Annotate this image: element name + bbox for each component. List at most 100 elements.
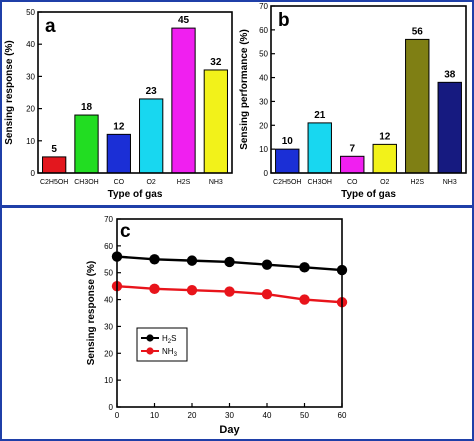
- bar: [437, 81, 462, 174]
- x-tick-label: CO: [114, 179, 125, 186]
- x-tick-label: 10: [150, 411, 159, 420]
- separator-top: [1, 205, 473, 208]
- y-tick-label: 10: [259, 145, 268, 154]
- panel-b: 10 C2H5OH 21 CH3OH 7 CO 12 O2 56 H2S 38 NH3 0 10 20 30 4…: [239, 2, 467, 200]
- panel-label: a: [45, 16, 56, 37]
- y-tick-label: 30: [26, 72, 35, 81]
- x-tick-label: 60: [338, 411, 347, 420]
- bar: [307, 122, 332, 174]
- data-label: 10: [282, 136, 294, 147]
- y-tick-label: 70: [259, 2, 268, 11]
- y-axis-title: Sensing response (%): [4, 40, 15, 144]
- data-label: 45: [178, 15, 190, 26]
- panel-c: 0 10 20 30 40 50 60 70 0 10 20 30 40 50 60 Day Sensing r…: [86, 215, 348, 436]
- data-point: [261, 289, 273, 300]
- y-tick-label: 10: [104, 376, 113, 385]
- x-tick-label: C2H5OH: [40, 179, 68, 186]
- x-tick-label: 20: [188, 411, 197, 420]
- legend-label-main: H: [162, 334, 168, 343]
- x-axis-title: Day: [219, 424, 240, 436]
- data-point: [149, 283, 160, 295]
- legend-label-tail: S: [171, 334, 176, 343]
- data-label: 23: [146, 86, 158, 97]
- bar: [203, 69, 228, 174]
- y-tick-label: 30: [259, 97, 268, 106]
- bar: [372, 143, 397, 174]
- x-tick-label: CO: [347, 179, 358, 186]
- data-point: [186, 255, 198, 266]
- data-label: 21: [314, 110, 326, 121]
- data-point: [149, 254, 160, 265]
- bar: [74, 114, 99, 174]
- x-tick-label: O2: [380, 179, 389, 186]
- bar: [171, 27, 196, 174]
- x-tick-label: C2H5OH: [273, 179, 301, 186]
- y-tick-label: 20: [259, 121, 268, 130]
- x-tick-label: H2S: [177, 179, 191, 186]
- data-point: [224, 256, 235, 268]
- y-tick-label: 20: [104, 349, 113, 358]
- y-tick-label: 10: [26, 137, 35, 146]
- y-tick-label: 20: [26, 105, 35, 114]
- legend-label-subscript: 2: [168, 339, 172, 345]
- data-label: 12: [113, 121, 125, 132]
- bar: [340, 155, 365, 174]
- y-tick-label: 60: [259, 26, 268, 35]
- y-tick-label: 0: [264, 169, 269, 178]
- data-label: 56: [412, 26, 424, 37]
- y-tick-label: 0: [109, 403, 114, 412]
- plot-frame: [37, 11, 233, 174]
- x-axis-title: Type of gas: [341, 189, 396, 200]
- y-tick-label: 30: [104, 322, 113, 331]
- bar: [106, 133, 131, 174]
- x-tick-label: CH3OH: [74, 179, 99, 186]
- data-label: 5: [51, 144, 57, 155]
- x-tick-label: H2S: [410, 179, 424, 186]
- legend-box: [136, 327, 188, 362]
- y-tick-label: 40: [259, 74, 268, 83]
- x-tick-label: NH3: [209, 179, 223, 186]
- panel-label: b: [278, 10, 290, 31]
- y-tick-label: 70: [104, 215, 113, 224]
- data-label: 18: [81, 102, 93, 113]
- x-tick-label: 30: [225, 411, 234, 420]
- data-point: [224, 286, 235, 297]
- data-label: 7: [349, 143, 355, 154]
- x-tick-label: 50: [300, 411, 309, 420]
- legend-label-main: NH: [162, 347, 174, 356]
- y-tick-label: 0: [31, 169, 36, 178]
- data-label: 12: [379, 131, 391, 142]
- x-axis-title: Type of gas: [108, 189, 163, 200]
- panel-label: c: [120, 221, 131, 242]
- y-tick-label: 50: [26, 8, 35, 17]
- x-tick-label: CH3OH: [307, 179, 332, 186]
- x-tick-label: 0: [115, 411, 120, 420]
- x-tick-label: O2: [146, 179, 155, 186]
- panel-a: 5 C2H5OH 18 CH3OH 12 CO 23 O2 45 H2S 32 NH3 0 10 20 30 4…: [4, 8, 233, 200]
- data-point: [261, 259, 273, 270]
- y-axis-title: Sensing performance (%): [239, 29, 250, 150]
- y-axis-title: Sensing response (%): [86, 261, 97, 365]
- data-label: 38: [444, 69, 456, 80]
- data-label: 32: [210, 57, 222, 68]
- bar: [275, 148, 300, 174]
- bar: [405, 38, 430, 174]
- data-point: [299, 262, 310, 273]
- bar: [139, 98, 164, 174]
- x-tick-label: 40: [263, 411, 272, 420]
- y-tick-label: 50: [104, 269, 113, 278]
- legend-swatch-marker: [146, 334, 154, 342]
- legend-label: NH3: [162, 347, 178, 358]
- y-tick-label: 60: [104, 242, 113, 251]
- legend-swatch-marker: [146, 347, 154, 355]
- data-point: [299, 294, 310, 305]
- data-point: [186, 284, 198, 296]
- bar: [42, 156, 67, 174]
- legend-label-subscript: 3: [174, 352, 178, 358]
- y-tick-label: 40: [104, 296, 113, 305]
- y-tick-label: 40: [26, 40, 35, 49]
- plot-frame: [270, 5, 467, 174]
- y-tick-label: 50: [259, 50, 268, 59]
